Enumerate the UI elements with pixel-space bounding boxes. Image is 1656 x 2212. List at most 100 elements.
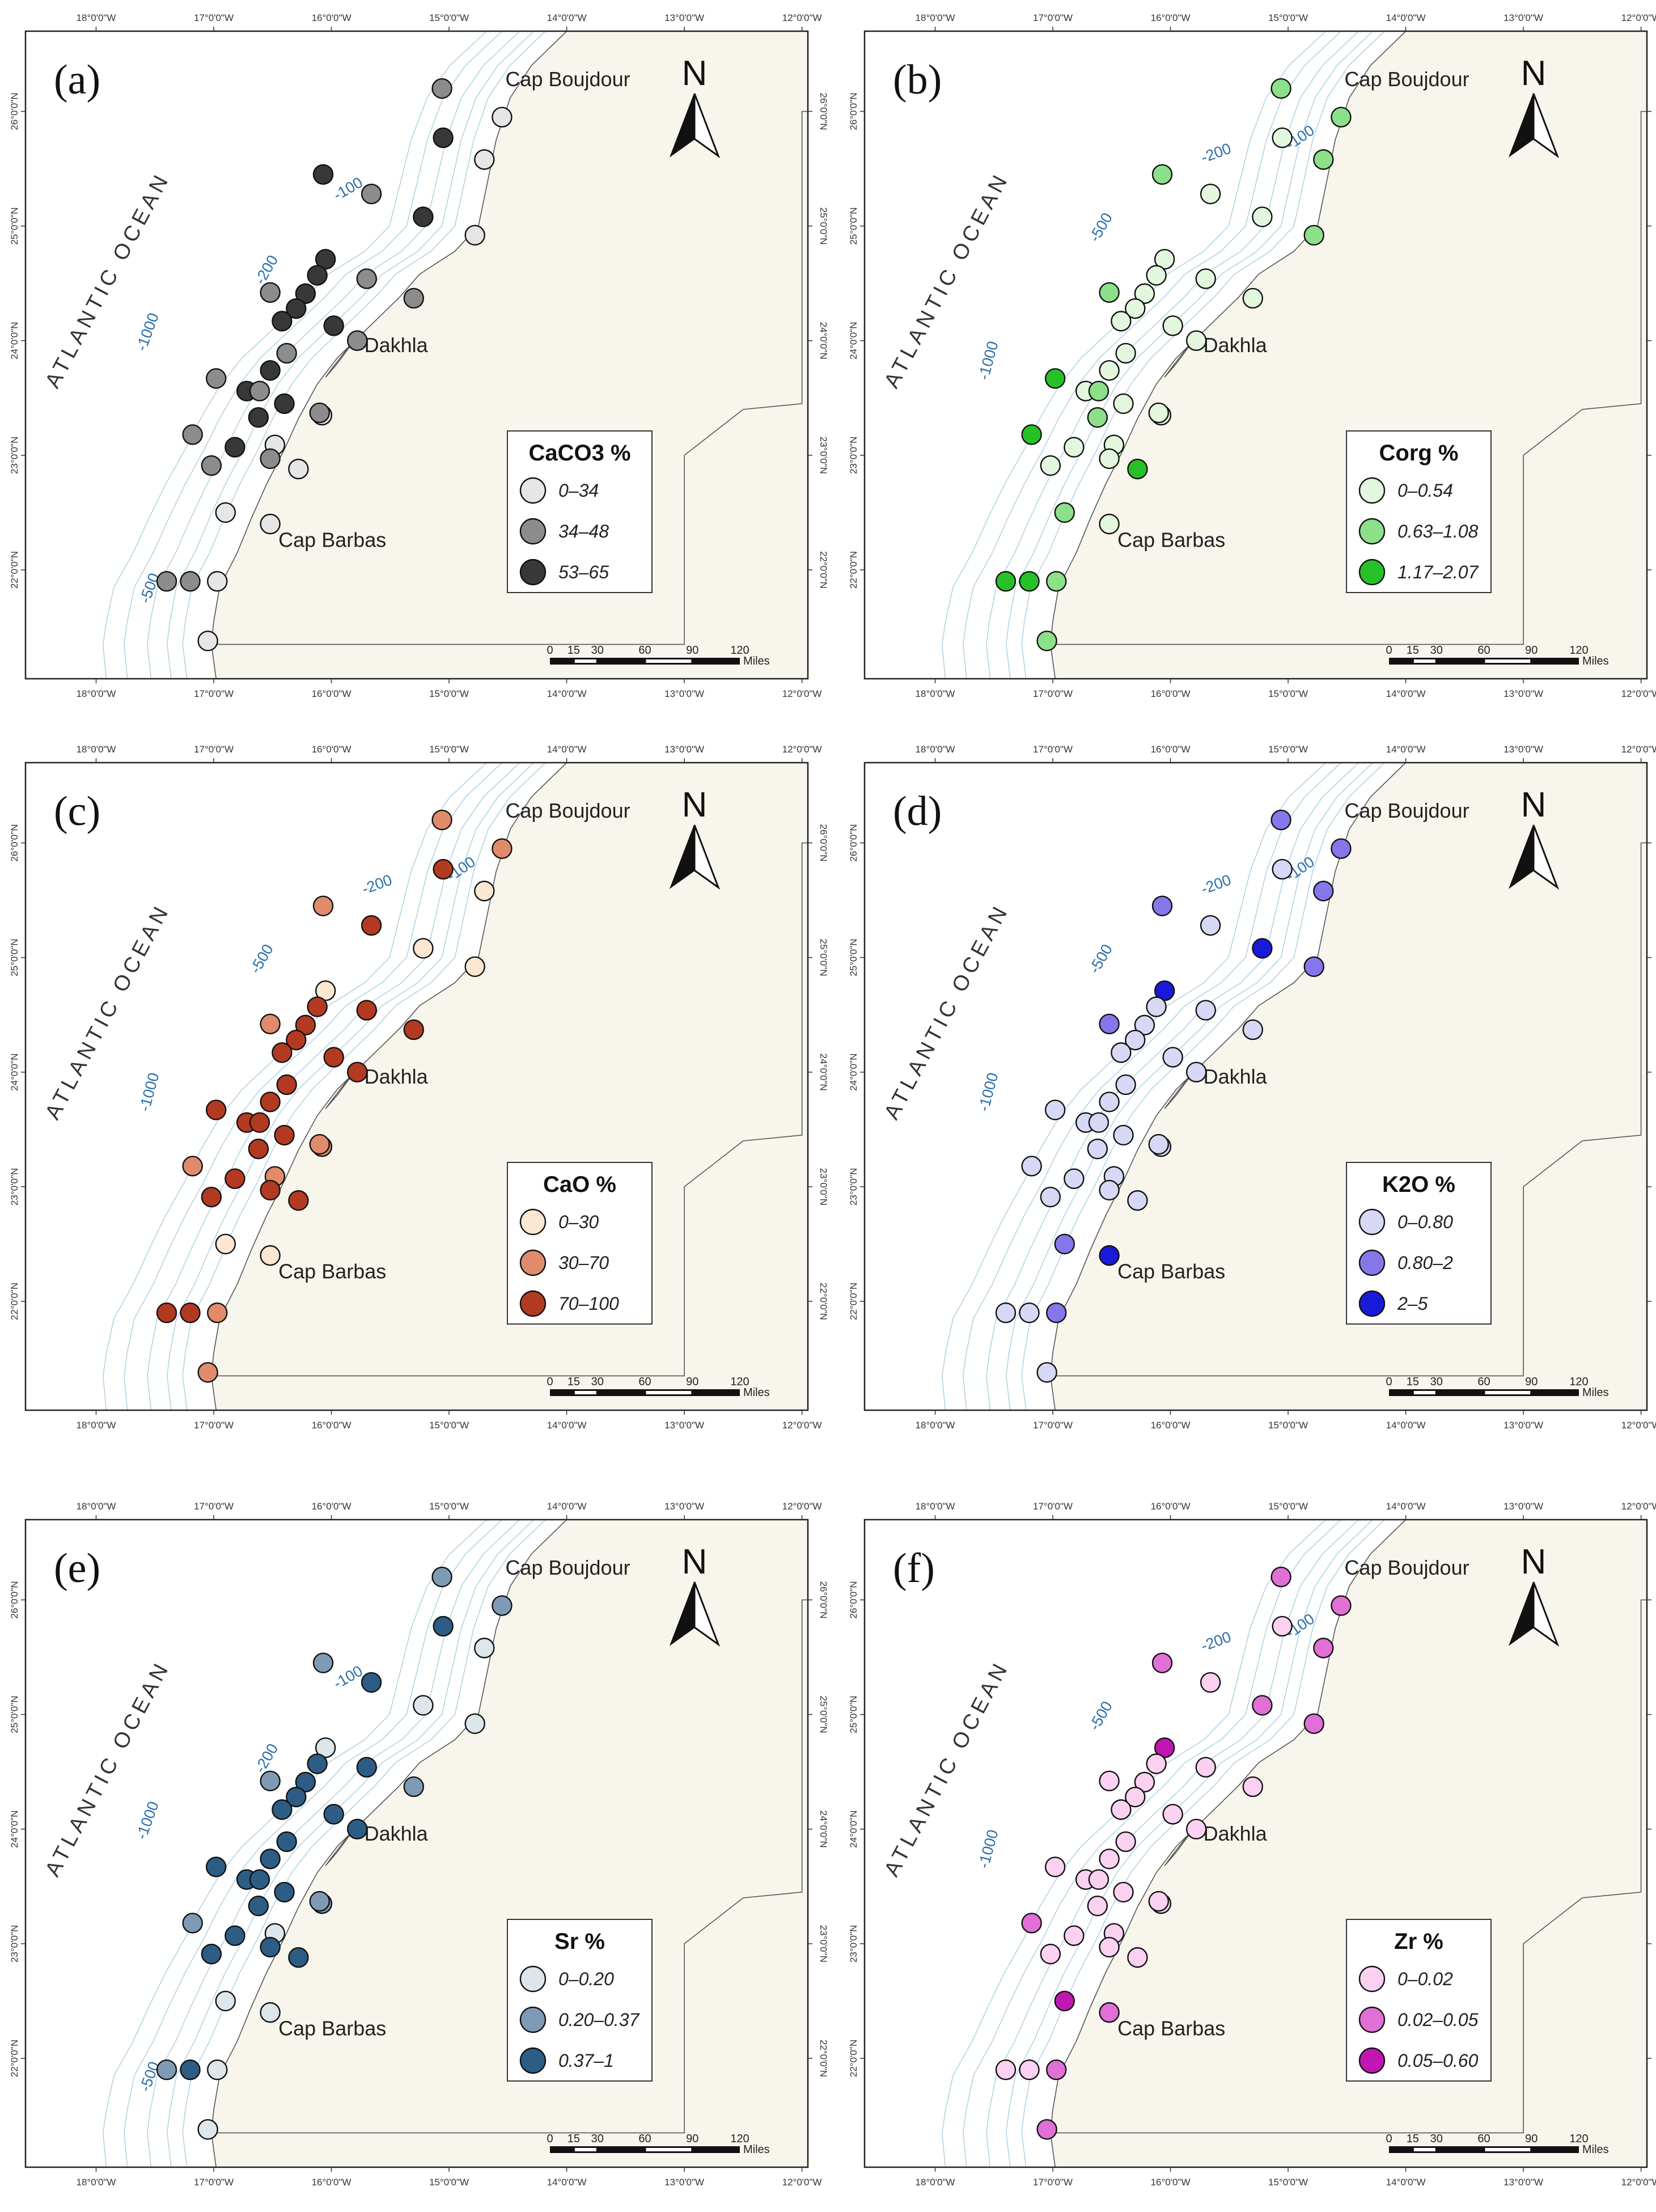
station-marker xyxy=(215,502,236,523)
station-marker xyxy=(274,1881,295,1903)
station-marker xyxy=(1154,249,1175,270)
lon-label-bottom: 13°0'0"W xyxy=(1503,688,1543,699)
station-marker xyxy=(205,1856,227,1877)
lon-label-top: 15°0'0"W xyxy=(1268,1501,1308,1512)
station-marker xyxy=(1195,1000,1217,1021)
lon-label-bottom: 14°0'0"W xyxy=(547,688,587,699)
lon-label-bottom: 15°0'0"W xyxy=(1268,1420,1308,1431)
station-marker xyxy=(260,1179,281,1201)
scale-number: 60 xyxy=(638,2133,651,2145)
station-marker xyxy=(1272,1615,1293,1637)
legend-item-label: 1.17–2.07 xyxy=(1397,562,1479,582)
lon-label-bottom: 13°0'0"W xyxy=(1503,1420,1543,1431)
bathymetry-contour xyxy=(963,1520,1341,2167)
panel-letter: (c) xyxy=(54,788,100,835)
station-marker xyxy=(260,360,281,381)
lon-label-bottom: 16°0'0"W xyxy=(312,688,351,699)
scale-bar-base xyxy=(1389,1389,1579,1396)
lon-label-top: 18°0'0"W xyxy=(77,744,116,755)
scale-number: 60 xyxy=(1477,1376,1490,1388)
place-cap-barbas: Cap Barbas xyxy=(1117,2017,1225,2040)
lat-label-left: 22°0'0"N xyxy=(848,2040,859,2077)
bathymetry-contour xyxy=(1006,1520,1373,2167)
scale-number: 0 xyxy=(1386,644,1392,657)
station-marker xyxy=(1099,1092,1120,1113)
station-marker xyxy=(286,1786,307,1808)
station-marker xyxy=(1115,1831,1136,1853)
scale-bar-base xyxy=(550,1389,740,1396)
lon-label-bottom: 15°0'0"W xyxy=(1268,688,1308,699)
lon-label-top: 12°0'0"W xyxy=(782,12,822,23)
north-arrow-letter: N xyxy=(682,54,708,93)
lat-label-left: 26°0'0"N xyxy=(9,92,20,130)
place-dakhla: Dakhla xyxy=(1204,1065,1268,1088)
station-marker xyxy=(249,1869,270,1890)
station-marker xyxy=(995,570,1017,592)
station-marker xyxy=(156,570,177,592)
scale-number: 120 xyxy=(730,644,749,657)
station-marker xyxy=(272,311,293,332)
scale-unit: Miles xyxy=(1582,655,1609,667)
station-marker xyxy=(1046,1302,1067,1323)
station-marker xyxy=(492,1595,513,1616)
station-marker xyxy=(403,287,425,309)
station-marker xyxy=(201,1943,222,1965)
lon-label-bottom: 16°0'0"W xyxy=(1151,1420,1191,1431)
station-marker xyxy=(309,402,330,424)
station-marker xyxy=(1125,1786,1146,1808)
station-marker xyxy=(260,1770,281,1792)
lat-label-right: 25°0'0"N xyxy=(818,939,829,976)
station-marker xyxy=(1242,287,1264,309)
legend-item-label: 0.02–0.05 xyxy=(1397,2010,1479,2030)
station-marker xyxy=(225,1925,245,1946)
bathymetry-contour xyxy=(1021,1520,1385,2167)
station-marker xyxy=(225,1168,245,1189)
station-marker xyxy=(260,448,281,470)
lon-label-top: 17°0'0"W xyxy=(1033,12,1073,23)
station-marker xyxy=(347,1061,368,1082)
lon-label-bottom: 14°0'0"W xyxy=(1386,688,1426,699)
station-marker xyxy=(182,1156,203,1177)
lat-label-left: 24°0'0"N xyxy=(848,1054,859,1091)
station-marker xyxy=(1040,1186,1061,1208)
legend-swatch xyxy=(519,477,547,504)
legend-swatch xyxy=(519,559,547,586)
station-marker xyxy=(309,1890,330,1912)
lat-label-right: 23°0'0"N xyxy=(818,1925,829,1963)
lat-label-left: 23°0'0"N xyxy=(848,1925,859,1963)
station-marker xyxy=(347,1818,368,1839)
scale-number: 60 xyxy=(638,644,651,657)
lat-label-left: 24°0'0"N xyxy=(9,322,20,359)
lat-label-right: 22°0'0"N xyxy=(818,551,829,589)
bathymetry-contour xyxy=(182,1520,546,2167)
station-marker xyxy=(1099,1179,1120,1201)
station-marker xyxy=(1195,268,1217,289)
station-marker xyxy=(1154,1737,1175,1758)
lon-label-bottom: 16°0'0"W xyxy=(1151,688,1191,699)
lat-label-right: 23°0'0"N xyxy=(818,437,829,474)
lat-label-left: 22°0'0"N xyxy=(848,1283,859,1320)
station-marker xyxy=(474,1638,495,1659)
place-dakhla: Dakhla xyxy=(365,1822,429,1845)
station-marker xyxy=(1125,298,1146,319)
scale-number: 0 xyxy=(1386,2133,1392,2145)
station-marker xyxy=(1303,956,1324,977)
station-marker xyxy=(1331,838,1352,859)
station-marker xyxy=(1270,78,1291,99)
lon-label-bottom: 12°0'0"W xyxy=(1621,1420,1656,1431)
station-marker xyxy=(182,1913,203,1934)
land-area xyxy=(1050,31,1647,679)
legend-item-label: 53–65 xyxy=(558,562,609,582)
lat-label-left: 26°0'0"N xyxy=(9,824,20,861)
lon-label-top: 13°0'0"W xyxy=(664,1501,704,1512)
station-marker xyxy=(1036,1362,1057,1383)
bathymetry-contour xyxy=(124,763,502,1410)
lat-label-left: 26°0'0"N xyxy=(848,824,859,861)
lat-label-left: 25°0'0"N xyxy=(848,208,859,245)
legend-swatch xyxy=(519,518,547,545)
land-area xyxy=(211,31,808,679)
station-marker xyxy=(286,298,307,319)
station-marker xyxy=(1111,1799,1132,1820)
station-marker xyxy=(225,437,245,458)
